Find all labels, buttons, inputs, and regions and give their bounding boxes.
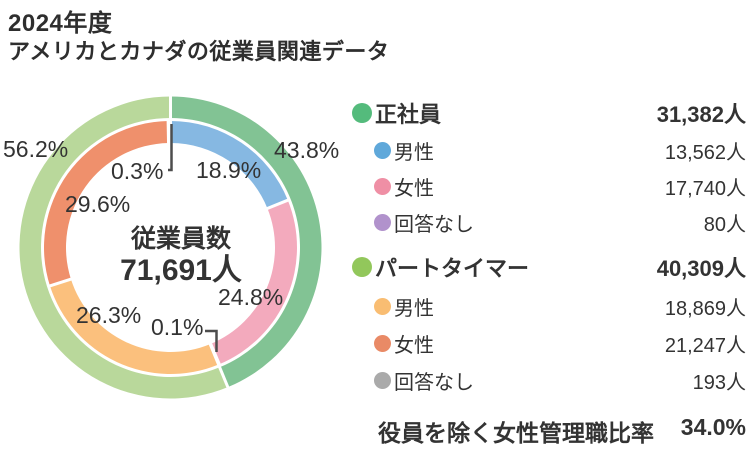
legend-row-parttimer-male: 男性 18,869人 (352, 294, 746, 320)
donut-center-value: 71,691人 (120, 254, 242, 287)
legend-label: 男性 (394, 141, 434, 164)
donut-chart (19, 95, 322, 399)
pct-label-seishain-female: 24.8% (218, 284, 284, 310)
legend-label: 回答なし (394, 371, 474, 394)
legend-value: 40,309人 (656, 256, 746, 281)
pct-label-parttimer-male: 26.3% (76, 302, 142, 328)
legend-row-seishain-male: 男性 13,562人 (352, 138, 746, 164)
legend-label: 正社員 (375, 102, 442, 127)
legend-dot-seishain (352, 103, 372, 123)
legend-row-parttimer-female: 女性 21,247人 (352, 331, 746, 357)
legend-label: 男性 (394, 297, 434, 320)
pct-label-parttimer: 56.2% (3, 136, 69, 162)
legend-value: 193人 (692, 371, 746, 394)
legend-dot-noanswer (374, 371, 391, 389)
ratio-label: 役員を除く女性管理職比率 (378, 420, 654, 446)
ratio-value: 34.0% (680, 414, 746, 440)
legend-value: 80人 (703, 213, 746, 236)
legend-dot-parttimer (352, 257, 372, 277)
leader-line-0.3 (168, 124, 173, 172)
legend-label: 女性 (394, 177, 434, 200)
legend-row-seishain: 正社員 31,382人 (352, 100, 746, 127)
legend-value: 17,740人 (664, 177, 746, 200)
legend-label: 女性 (394, 334, 434, 357)
page-title-subtitle: アメリカとカナダの従業員関連データ (8, 39, 390, 64)
donut-center-label: 従業員数 (130, 225, 231, 253)
pct-label-seishain-noanswer: 0.1% (151, 314, 204, 340)
legend-row-parttimer-noanswer: 回答なし 193人 (352, 368, 746, 394)
leader-line-0.1 (205, 329, 218, 352)
legend-label: 回答なし (394, 213, 474, 236)
legend-dot-male (374, 141, 391, 159)
legend-row-seishain-noanswer: 回答なし 80人 (352, 210, 746, 236)
legend-row-seishain-female: 女性 17,740人 (352, 174, 746, 200)
legend-value: 31,382人 (656, 102, 746, 127)
pct-label-parttimer-noanswer: 0.3% (111, 158, 164, 184)
donut-outer-ring (19, 95, 322, 399)
legend-dot-noanswer (374, 213, 391, 231)
legend-dot-male (374, 297, 391, 315)
female-manager-ratio-row: 役員を除く女性管理職比率 34.0% (378, 414, 746, 448)
legend-value: 13,562人 (664, 141, 746, 164)
pct-label-parttimer-female: 29.6% (65, 191, 131, 217)
legend-value: 21,247人 (664, 334, 746, 357)
legend-value: 18,869人 (664, 297, 746, 320)
legend-dot-female (374, 177, 391, 195)
legend-row-parttimer: パートタイマー 40,309人 (352, 254, 746, 281)
pct-label-seishain: 43.8% (274, 137, 340, 163)
legend-dot-female (374, 334, 391, 352)
legend-label: パートタイマー (375, 256, 530, 281)
donut-inner-ring (43, 119, 297, 375)
pct-label-seishain-male: 18.9% (196, 157, 262, 183)
page-title-year: 2024年度 (8, 10, 113, 37)
